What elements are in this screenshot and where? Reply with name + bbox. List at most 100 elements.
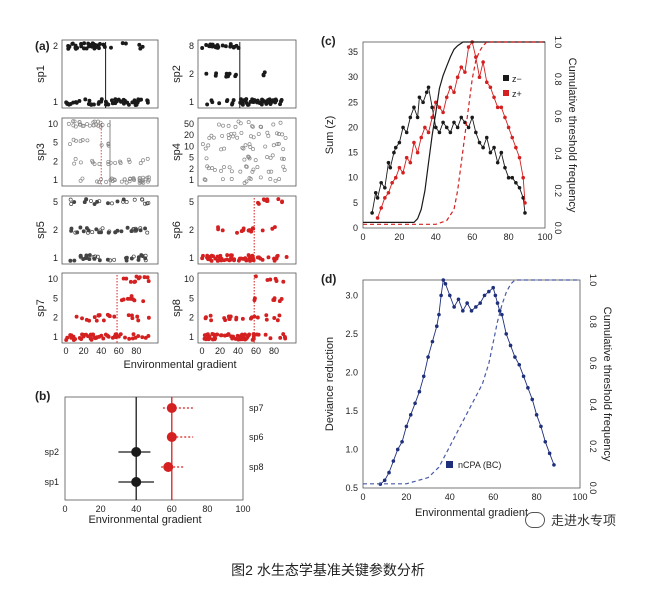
point-sp3 xyxy=(81,123,86,128)
ytick-c-15: 15 xyxy=(348,148,358,158)
point-sp5 xyxy=(145,230,150,235)
point-sp5 xyxy=(84,255,89,260)
ytick-d-1.0: 1.0 xyxy=(345,444,358,454)
point-sp5 xyxy=(75,230,80,235)
point-sp7 xyxy=(92,335,97,340)
point-sp4 xyxy=(227,165,232,170)
point-sp5 xyxy=(121,199,126,204)
point-sp3 xyxy=(80,176,85,181)
point-sp4 xyxy=(268,177,273,181)
point-d-0 xyxy=(495,301,500,305)
point-c-0 xyxy=(503,165,507,170)
point-sp6 xyxy=(246,253,251,258)
wechat-icon xyxy=(525,511,545,528)
xtick-a-sp7-40: 40 xyxy=(96,346,106,356)
point-sp8 xyxy=(278,335,283,340)
panel-a-frame-sp7 xyxy=(61,272,159,344)
y2tick-d-0.8: 0.8 xyxy=(588,315,598,328)
point-d-0 xyxy=(517,362,522,367)
y2tick-d-0.4: 0.4 xyxy=(588,399,598,412)
point-sp7 xyxy=(112,314,117,319)
point-c-1 xyxy=(386,191,391,195)
point-sp4 xyxy=(255,165,260,170)
point-d-0 xyxy=(452,305,456,309)
point-sp3 xyxy=(85,138,90,143)
point-sp3 xyxy=(145,156,150,161)
point-sp3 xyxy=(72,119,77,124)
xtick-a-sp8-60: 60 xyxy=(251,346,261,356)
point-sp4 xyxy=(282,168,287,172)
xtick-d-0: 0 xyxy=(360,492,365,502)
panel-c-label: (c) xyxy=(321,34,336,48)
xlabel-d: Environmental gradient xyxy=(415,507,528,519)
ylabel-sp3: sp3 xyxy=(35,143,47,161)
point-sp3 xyxy=(92,162,97,167)
panel-d-label: (d) xyxy=(321,272,336,286)
point-c-1 xyxy=(488,85,493,90)
ytick-sp3-2: 2 xyxy=(53,156,58,166)
point-sp8 xyxy=(268,336,273,341)
point-sp4 xyxy=(202,177,207,182)
point-sp4 xyxy=(269,169,274,174)
ytick-sp4-2: 2 xyxy=(189,164,194,174)
point-sp5 xyxy=(92,202,97,206)
point-d-0 xyxy=(474,305,478,309)
ytick-c-30: 30 xyxy=(348,72,358,82)
xtick-a-sp8-80: 80 xyxy=(269,346,279,356)
xtick-d-60: 60 xyxy=(488,492,498,502)
point-sp3 xyxy=(112,178,117,183)
point-sp4 xyxy=(276,132,281,136)
point-sp1 xyxy=(91,102,96,107)
point-sp4 xyxy=(222,165,226,170)
point-c-1 xyxy=(481,60,485,64)
panel-a-frame-sp2 xyxy=(197,39,297,109)
point-sp4 xyxy=(226,136,231,141)
point-b-sp6 xyxy=(166,432,177,442)
point-sp3 xyxy=(78,178,83,183)
point-sp6 xyxy=(262,197,267,202)
point-sp5 xyxy=(132,197,137,202)
ytick-c-0: 0 xyxy=(353,223,358,233)
panel-a-label: (a) xyxy=(35,39,50,53)
point-sp2 xyxy=(265,100,270,105)
point-c-0 xyxy=(484,135,489,140)
point-sp5 xyxy=(109,201,114,206)
point-sp3 xyxy=(72,161,77,166)
point-sp8 xyxy=(254,332,259,337)
point-sp4 xyxy=(265,155,270,160)
point-sp4 xyxy=(265,130,270,135)
point-sp5 xyxy=(94,227,99,232)
point-sp7 xyxy=(69,333,74,338)
point-sp7 xyxy=(77,336,82,340)
ytick-sp2-1: 1 xyxy=(189,97,194,107)
point-sp8 xyxy=(240,332,244,337)
point-sp4 xyxy=(275,131,279,136)
point-c-0 xyxy=(492,145,496,150)
point-sp3 xyxy=(95,179,100,184)
panel-a-xlabel: Environmental gradient xyxy=(123,359,236,371)
ylabel-sp6: sp6 xyxy=(171,221,183,239)
panel-b-label-sp1: sp1 xyxy=(44,477,59,487)
point-sp3 xyxy=(94,122,99,127)
point-c-1 xyxy=(375,216,380,220)
point-sp2 xyxy=(268,102,273,106)
point-sp2 xyxy=(200,46,205,50)
ytick-sp5-1: 1 xyxy=(53,253,58,263)
point-sp7 xyxy=(136,318,141,323)
point-sp4 xyxy=(212,168,217,172)
point-sp3 xyxy=(146,175,151,180)
point-sp7 xyxy=(132,279,137,284)
point-sp8 xyxy=(222,316,227,320)
point-sp1 xyxy=(121,97,126,102)
point-sp8 xyxy=(265,278,270,282)
point-sp4 xyxy=(281,147,286,152)
y2tick-d-0.6: 0.6 xyxy=(588,357,598,370)
point-sp8 xyxy=(263,332,268,337)
point-d-0 xyxy=(441,278,446,282)
point-sp3 xyxy=(143,177,148,182)
point-sp4 xyxy=(271,122,276,127)
ytick-sp4-1: 1 xyxy=(189,175,194,185)
point-sp5 xyxy=(90,230,95,235)
point-sp2 xyxy=(243,98,248,103)
point-c-0 xyxy=(437,130,442,135)
